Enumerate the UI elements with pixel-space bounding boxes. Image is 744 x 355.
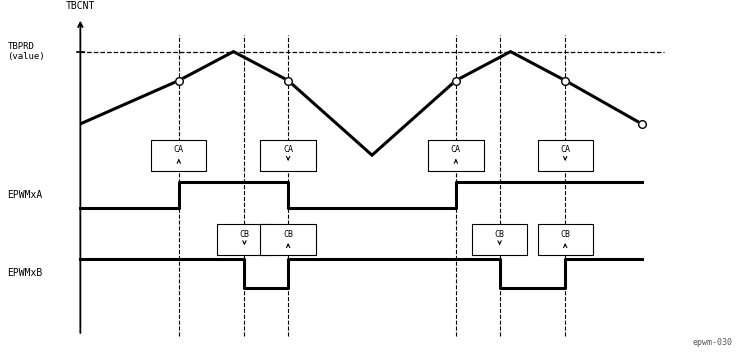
Bar: [472, 224, 527, 255]
Text: CB: CB: [283, 230, 293, 239]
Text: CB: CB: [560, 230, 570, 239]
Text: EPWMxA: EPWMxA: [7, 190, 42, 200]
Text: EPWMxB: EPWMxB: [7, 268, 42, 278]
Bar: [260, 140, 316, 171]
Text: CA: CA: [283, 145, 293, 154]
Text: TBCNT: TBCNT: [65, 1, 95, 11]
Text: CA: CA: [451, 145, 461, 154]
Text: CB: CB: [240, 230, 249, 239]
Bar: [151, 140, 207, 171]
Text: TBPRD
(value): TBPRD (value): [7, 42, 45, 61]
Bar: [260, 224, 316, 255]
Text: CB: CB: [495, 230, 504, 239]
Bar: [537, 140, 593, 171]
Bar: [537, 224, 593, 255]
Bar: [428, 140, 484, 171]
Text: CA: CA: [174, 145, 184, 154]
Text: epwm-030: epwm-030: [693, 338, 733, 347]
Text: CA: CA: [560, 145, 570, 154]
Bar: [217, 224, 272, 255]
